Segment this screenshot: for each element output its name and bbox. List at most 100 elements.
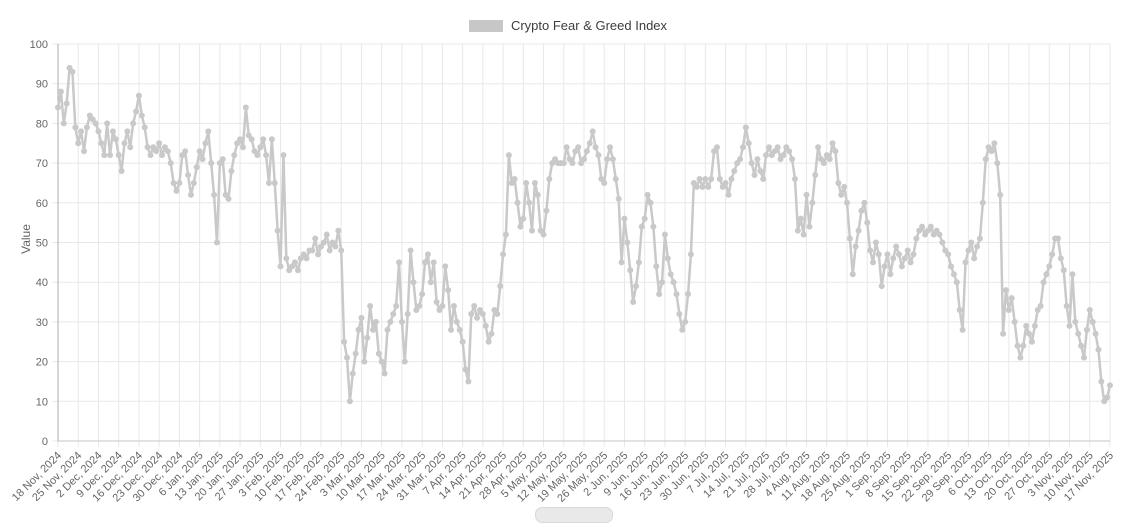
data-point[interactable] <box>260 136 267 143</box>
data-point[interactable] <box>809 199 816 206</box>
data-point[interactable] <box>75 140 82 147</box>
data-point[interactable] <box>422 259 429 266</box>
data-point[interactable] <box>199 156 206 163</box>
data-point[interactable] <box>514 199 521 206</box>
data-point[interactable] <box>543 207 550 214</box>
data-point[interactable] <box>659 279 666 286</box>
data-point[interactable] <box>974 243 981 250</box>
data-point[interactable] <box>1023 322 1030 329</box>
data-point[interactable] <box>800 231 807 238</box>
data-point[interactable] <box>907 259 914 266</box>
data-point[interactable] <box>338 247 345 254</box>
data-point[interactable] <box>523 179 530 186</box>
data-point[interactable] <box>1095 346 1102 353</box>
data-point[interactable] <box>488 330 495 337</box>
data-point[interactable] <box>589 128 596 135</box>
data-point[interactable] <box>271 179 278 186</box>
data-point[interactable] <box>621 215 628 222</box>
data-point[interactable] <box>754 156 761 163</box>
data-point[interactable] <box>1011 318 1018 325</box>
data-point[interactable] <box>748 160 755 167</box>
data-point[interactable] <box>774 144 781 151</box>
data-point[interactable] <box>624 239 631 246</box>
data-point[interactable] <box>693 183 700 190</box>
data-point[interactable] <box>424 251 431 258</box>
data-point[interactable] <box>144 144 151 151</box>
data-point[interactable] <box>531 179 538 186</box>
data-point[interactable] <box>159 152 166 159</box>
data-point[interactable] <box>875 251 882 258</box>
data-point[interactable] <box>699 183 706 190</box>
data-point[interactable] <box>959 326 966 333</box>
data-point[interactable] <box>988 148 995 155</box>
data-point[interactable] <box>858 207 865 214</box>
data-point[interactable] <box>953 279 960 286</box>
data-point[interactable] <box>1046 263 1053 270</box>
data-point[interactable] <box>442 263 449 270</box>
data-point[interactable] <box>881 263 888 270</box>
data-point[interactable] <box>190 179 197 186</box>
data-point[interactable] <box>604 156 611 163</box>
data-point[interactable] <box>398 318 405 325</box>
data-point[interactable] <box>765 144 772 151</box>
data-point[interactable] <box>164 148 171 155</box>
data-point[interactable] <box>355 326 362 333</box>
data-point[interactable] <box>505 152 512 159</box>
data-point[interactable] <box>1086 306 1093 313</box>
data-point[interactable] <box>1078 342 1085 349</box>
data-point[interactable] <box>1026 330 1033 337</box>
data-point[interactable] <box>679 326 686 333</box>
data-point[interactable] <box>462 366 469 373</box>
data-point[interactable] <box>468 310 475 317</box>
data-point[interactable] <box>138 112 145 119</box>
data-point[interactable] <box>104 120 111 127</box>
data-point[interactable] <box>791 175 798 182</box>
data-point[interactable] <box>722 179 729 186</box>
data-point[interactable] <box>323 231 330 238</box>
data-point[interactable] <box>257 144 264 151</box>
data-point[interactable] <box>815 144 822 151</box>
data-point[interactable] <box>838 191 845 198</box>
data-point[interactable] <box>370 326 377 333</box>
data-point[interactable] <box>433 299 440 306</box>
data-point[interactable] <box>878 283 885 290</box>
data-point[interactable] <box>263 152 270 159</box>
data-point[interactable] <box>627 267 634 274</box>
data-point[interactable] <box>751 172 758 179</box>
data-point[interactable] <box>725 191 732 198</box>
data-point[interactable] <box>716 175 723 182</box>
data-point[interactable] <box>213 239 220 246</box>
data-point[interactable] <box>124 128 131 135</box>
data-point[interactable] <box>109 128 116 135</box>
data-point[interactable] <box>855 227 862 234</box>
data-point[interactable] <box>384 326 391 333</box>
data-point[interactable] <box>939 239 946 246</box>
data-point[interactable] <box>182 148 189 155</box>
data-point[interactable] <box>728 175 735 182</box>
data-point[interactable] <box>445 287 452 294</box>
data-point[interactable] <box>277 263 284 270</box>
data-point[interactable] <box>280 152 287 159</box>
data-point[interactable] <box>497 283 504 290</box>
data-point[interactable] <box>618 259 625 266</box>
data-point[interactable] <box>173 187 180 194</box>
data-point[interactable] <box>167 160 174 167</box>
data-point[interactable] <box>829 140 836 147</box>
data-point[interactable] <box>231 152 238 159</box>
data-point[interactable] <box>890 255 897 262</box>
data-point[interactable] <box>344 354 351 361</box>
data-point[interactable] <box>427 279 434 286</box>
data-point[interactable] <box>1028 338 1035 345</box>
data-point[interactable] <box>202 140 209 147</box>
data-point[interactable] <box>1049 251 1056 258</box>
data-point[interactable] <box>635 259 642 266</box>
data-point[interactable] <box>763 152 770 159</box>
data-point[interactable] <box>83 124 90 131</box>
data-point[interactable] <box>820 160 827 167</box>
data-point[interactable] <box>419 291 426 298</box>
data-point[interactable] <box>780 152 787 159</box>
data-point[interactable] <box>789 156 796 163</box>
data-point[interactable] <box>239 144 246 151</box>
data-point[interactable] <box>60 120 67 127</box>
